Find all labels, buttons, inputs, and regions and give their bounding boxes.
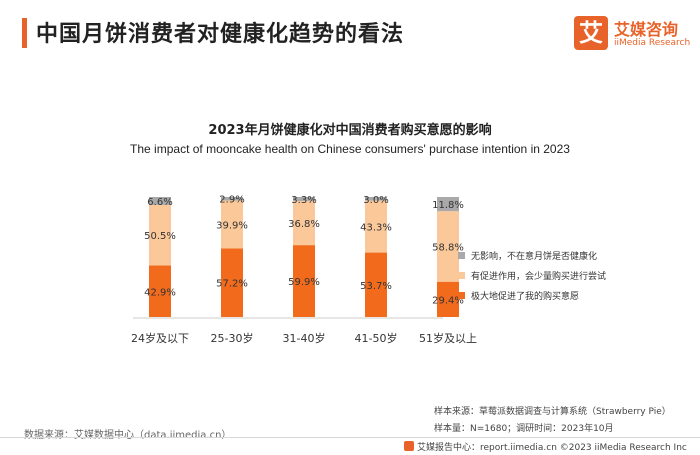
bar-segment	[149, 204, 171, 266]
footer-divider	[0, 437, 700, 438]
watermark-text: 艾媒报告中心：report.iimedia.cn ©2023 iiMedia R…	[417, 443, 687, 453]
x-tick-label: 41-50岁	[355, 331, 398, 345]
x-tick-label: 24岁及以下	[131, 331, 189, 345]
chart-title: 2023年月饼健康化对中国消费者购买意愿的影响	[208, 123, 492, 138]
data-label: 57.2%	[216, 279, 248, 290]
title-accent-bar	[22, 18, 27, 48]
bar-segment	[221, 248, 243, 317]
report-center-icon	[404, 441, 414, 451]
x-tick-label: 25-30岁	[211, 331, 254, 345]
data-label: 3.0%	[363, 195, 388, 206]
data-label: 3.3%	[291, 195, 316, 206]
data-label: 29.4%	[432, 295, 464, 306]
legend-swatch	[458, 292, 465, 299]
data-label: 6.6%	[147, 197, 172, 208]
logo-name-cn: 艾媒咨询	[614, 20, 679, 39]
watermark-line: 艾媒报告中心：report.iimedia.cn ©2023 iiMedia R…	[404, 440, 687, 453]
data-label: 42.9%	[144, 287, 176, 298]
legend-label: 无影响，不在意月饼是否健康化	[471, 250, 597, 262]
data-label: 58.8%	[432, 242, 464, 253]
bar-segment	[293, 200, 315, 246]
sample-info: 样本量：N=1680；调研时间：2023年10月	[434, 424, 614, 434]
data-label: 11.8%	[432, 200, 464, 211]
brand-logo: 艾 艾媒咨询 iiMedia Research	[574, 14, 690, 54]
data-label: 43.3%	[360, 223, 392, 234]
chart-subtitle: The impact of mooncake health on Chinese…	[130, 142, 570, 156]
bar-segment	[365, 197, 387, 201]
legend-swatch	[458, 272, 465, 279]
bar-segment	[221, 197, 243, 201]
legend-swatch	[458, 252, 465, 259]
x-tick-label: 51岁及以上	[419, 331, 477, 345]
bar-segment	[221, 200, 243, 249]
bar-segment	[293, 197, 315, 201]
x-tick-label: 31-40岁	[283, 331, 326, 345]
logo-mark-icon: 艾	[574, 16, 608, 50]
bar-segment	[149, 265, 171, 317]
data-label: 53.7%	[360, 281, 392, 292]
bar-segment	[437, 197, 459, 212]
data-source: 数据来源：艾媒数据中心（data.iimedia.cn）	[24, 430, 232, 441]
logo-name-en: iiMedia Research	[614, 38, 691, 48]
page-title: 中国月饼消费者对健康化趋势的看法	[36, 22, 405, 47]
data-label: 36.8%	[288, 219, 320, 230]
bar-segment	[149, 197, 171, 205]
legend-label: 有促进作用，会少量购买进行尝试	[471, 270, 606, 282]
bar-segment	[437, 211, 459, 282]
data-label: 39.9%	[216, 220, 248, 231]
data-label: 2.9%	[219, 195, 244, 206]
bar-segment	[365, 252, 387, 317]
data-label: 59.9%	[288, 277, 320, 288]
bar-segment	[365, 200, 387, 253]
bar-segment	[437, 281, 459, 317]
legend-label: 极大地促进了我的购买意愿	[471, 290, 579, 302]
data-label: 50.5%	[144, 231, 176, 242]
sample-source: 样本来源：草莓派数据调查与计算系统（Strawberry Pie）	[434, 407, 671, 417]
bar-segment	[293, 245, 315, 317]
